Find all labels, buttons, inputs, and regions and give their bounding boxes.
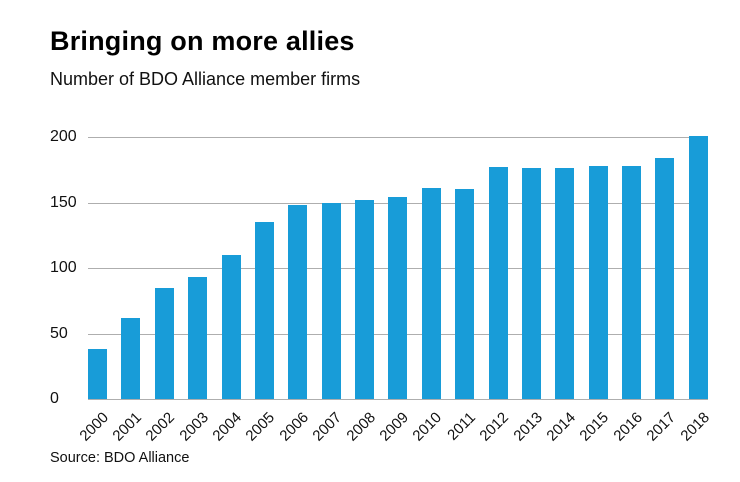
plot-area: 0 50 100 150 200 2000 2001 2002 2003 2004 2005 200… xyxy=(50,129,713,445)
bar xyxy=(421,188,441,399)
y-axis-tick-label: 150 xyxy=(50,193,77,211)
bar xyxy=(88,349,107,399)
source-note: Source: BDO Alliance xyxy=(50,450,190,466)
bar xyxy=(388,197,408,399)
bar xyxy=(355,199,374,399)
x-axis-labels: 2000 2001 2002 2003 2004 2005 2006 2007 2008 2009… xyxy=(76,399,713,451)
bar xyxy=(555,168,575,399)
bar xyxy=(221,254,241,399)
y-axis-tick-label: 50 xyxy=(50,324,68,342)
bar xyxy=(254,222,274,399)
y-axis-tick-label: 200 xyxy=(50,128,77,145)
y-axis-tick-label: 0 xyxy=(50,390,59,407)
bar xyxy=(655,157,675,399)
chart-subtitle: Number of BDO Alliance member firms xyxy=(50,69,361,89)
bars-container xyxy=(88,135,708,399)
y-axis-tick-label: 100 xyxy=(50,259,77,276)
bar xyxy=(688,135,708,399)
bar xyxy=(588,165,608,399)
bar xyxy=(188,277,208,399)
bar xyxy=(321,202,341,399)
bar xyxy=(622,165,641,399)
gridline xyxy=(88,137,708,138)
bar xyxy=(154,287,174,399)
bar xyxy=(288,205,308,399)
bar xyxy=(121,317,141,399)
bar xyxy=(521,168,541,399)
chart-title: Bringing on more allies xyxy=(50,26,355,56)
gridline xyxy=(88,399,708,400)
bar xyxy=(488,167,508,399)
bar xyxy=(455,189,475,399)
